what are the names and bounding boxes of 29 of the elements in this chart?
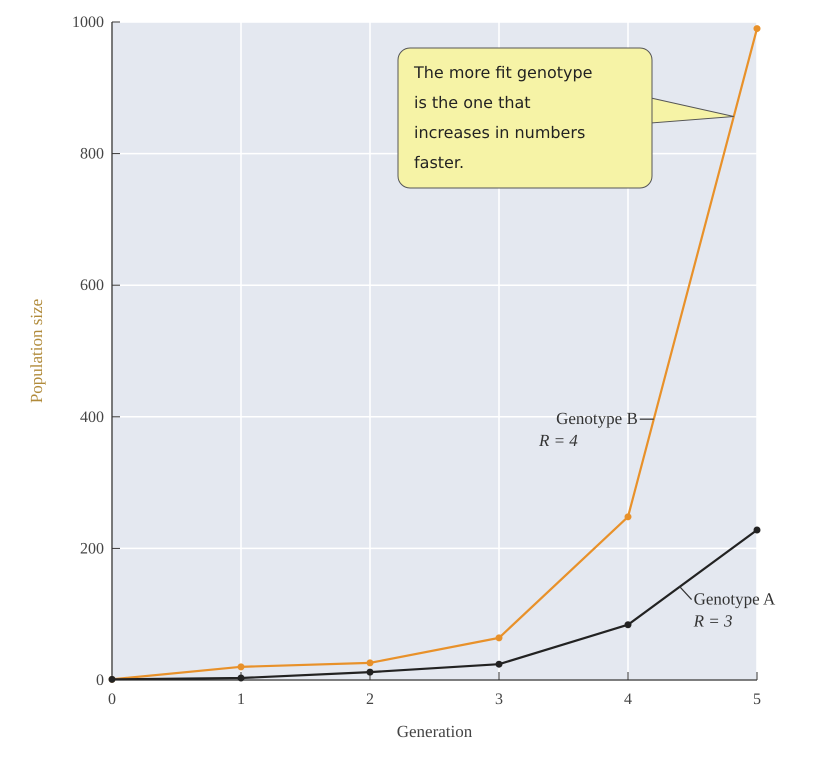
point (624, 513, 632, 520)
x-tick-label: 1 (237, 691, 245, 708)
y-tick-label: 800 (80, 146, 104, 163)
x-tick-label: 5 (753, 691, 761, 708)
point (624, 621, 632, 628)
point (754, 526, 760, 534)
x-axis-title: Generation (396, 722, 473, 741)
y-tick-label: 400 (80, 408, 104, 426)
y-tick-label: 200 (80, 540, 104, 558)
y-axis-title: Population size (27, 298, 46, 404)
annotation: R = 4 (538, 431, 578, 450)
point (238, 674, 244, 682)
point (496, 660, 502, 668)
y-tick-label: 600 (80, 277, 104, 294)
point (754, 25, 760, 32)
x-tick-label: 2 (366, 691, 374, 708)
point (238, 663, 244, 670)
x-tick-label: 4 (624, 691, 632, 708)
x-tick-label: 3 (495, 691, 503, 708)
series-label: Genotype A (694, 590, 776, 609)
x-tick-label: 0 (108, 691, 116, 708)
annotation: R = 3 (692, 612, 732, 631)
point (496, 634, 502, 642)
point (366, 659, 374, 666)
y-tick-label: 0 (96, 672, 104, 689)
annotation: The more fit genotype is the one that increases in numbers faster. (413, 63, 592, 172)
y-tick-label: 1000 (72, 14, 104, 31)
point (366, 668, 374, 676)
series-label: Genotype B (556, 409, 638, 428)
